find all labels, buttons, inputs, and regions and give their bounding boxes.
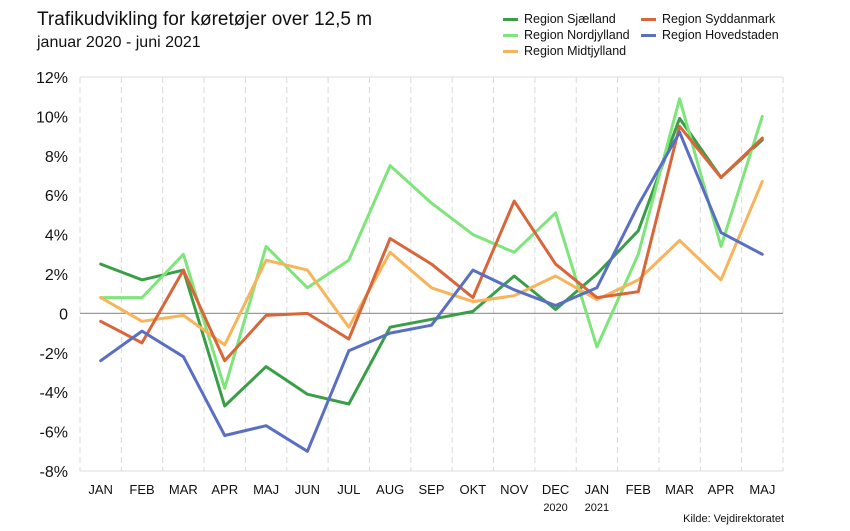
x-tick-label: APR (708, 482, 735, 497)
x-tick-sublabel: 2020 (543, 502, 567, 514)
x-tick-label: MAJ (749, 482, 775, 497)
x-tick-label: MAR (169, 482, 198, 497)
y-tick-label: -4% (40, 385, 68, 402)
x-tick-label: DEC (542, 482, 569, 497)
legend-item-syddanmark: Region Syddanmark (641, 12, 775, 26)
series-line-3 (99, 179, 764, 347)
y-tick-label: 6% (45, 188, 68, 205)
source-note: Kilde: Vejdirektoratet (683, 513, 784, 525)
legend-label-nordjylland: Region Nordjylland (524, 28, 630, 42)
x-tick-label: FEB (626, 482, 651, 497)
x-tick-sublabel: 2021 (585, 502, 609, 514)
y-tick-label: 4% (45, 228, 68, 245)
y-tick-label: 8% (45, 149, 68, 166)
legend-swatch-syddanmark (641, 17, 656, 21)
y-tick-label: 10% (36, 109, 68, 126)
x-tick-label: FEB (129, 482, 154, 497)
y-tick-label: -6% (40, 425, 68, 442)
x-tick-label: MAJ (253, 482, 279, 497)
legend-item-sjaelland: Region Sjælland (503, 12, 616, 26)
legend-swatch-midtjylland (503, 49, 518, 53)
legend-item-midtjylland: Region Midtjylland (503, 44, 626, 58)
series-line-5 (99, 130, 764, 453)
legend-label-syddanmark: Region Syddanmark (662, 12, 776, 26)
x-tick-label: MAR (665, 482, 694, 497)
x-tick-label: JUL (337, 482, 360, 497)
y-tick-label: 0 (59, 306, 68, 323)
x-tick-label: NOV (500, 482, 529, 497)
x-tick-label: APR (211, 482, 238, 497)
y-axis-ticks: -8% -6% -4% -2% 0 2% 4% 6% 8% 10% 12% (36, 70, 68, 481)
legend-swatch-nordjylland (503, 33, 518, 37)
y-tick-label: -8% (40, 464, 68, 481)
x-tick-label: JUN (295, 482, 320, 497)
y-tick-label: 2% (45, 267, 68, 284)
legend-label-sjaelland: Region Sjælland (524, 12, 616, 26)
legend-swatch-sjaelland (503, 17, 518, 21)
legend-swatch-hovedstaden (641, 33, 656, 37)
chart-subtitle: januar 2020 - juni 2021 (37, 34, 201, 51)
series-line-4 (99, 124, 764, 363)
x-tick-label: JAN (585, 482, 610, 497)
series-line-2 (99, 97, 764, 390)
y-tick-label: -2% (40, 346, 68, 363)
legend-label-midtjylland: Region Midtjylland (524, 44, 627, 58)
series-line-1 (99, 116, 764, 408)
y-tick-label: 12% (36, 70, 68, 87)
x-tick-label: AUG (376, 482, 404, 497)
x-tick-label: JAN (88, 482, 113, 497)
series-lines (99, 97, 764, 453)
chart-title: Trafikudvikling for køretøjer over 12,5 … (37, 9, 373, 30)
x-axis-ticks: JAN FEB MAR APR MAJ JUN JUL AUG SEP OKT NOV DEC 2020… (88, 482, 775, 514)
x-tick-label: SEP (418, 482, 444, 497)
legend-label-hovedstaden: Region Hovedstaden (662, 28, 779, 42)
legend-item-hovedstaden: Region Hovedstaden (641, 28, 779, 42)
legend-item-nordjylland: Region Nordjylland (503, 28, 630, 42)
x-tick-label: OKT (459, 482, 486, 497)
